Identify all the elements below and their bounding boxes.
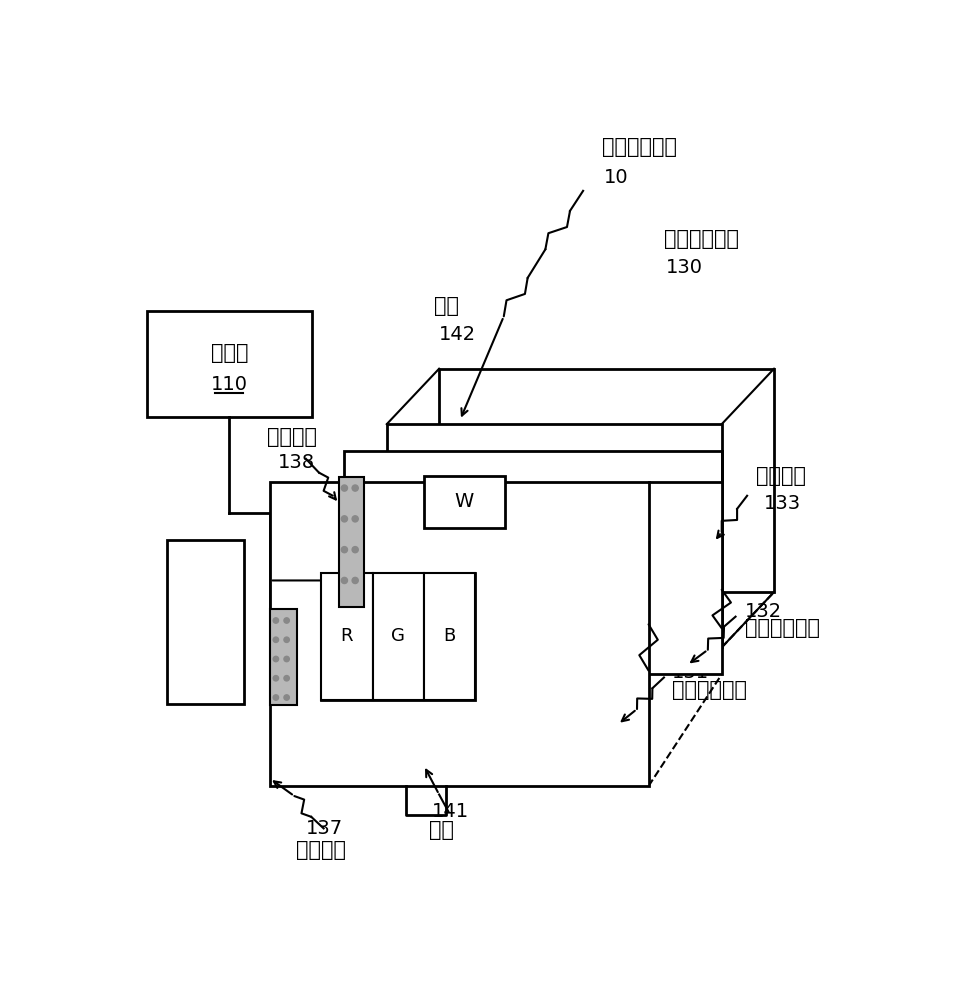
Circle shape: [284, 656, 289, 662]
Circle shape: [341, 516, 348, 522]
Circle shape: [352, 485, 359, 491]
Bar: [321, 573, 372, 700]
Text: 彩色液晶面板: 彩色液晶面板: [671, 680, 747, 700]
Text: 驱动电路: 驱动电路: [296, 840, 346, 860]
Circle shape: [352, 547, 359, 553]
Bar: [168, 540, 244, 704]
Text: G: G: [391, 627, 406, 645]
Bar: [147, 311, 312, 417]
Text: R: R: [341, 627, 353, 645]
Text: 133: 133: [764, 494, 802, 513]
Circle shape: [284, 695, 289, 700]
Bar: [423, 476, 505, 528]
Text: 10: 10: [604, 168, 628, 187]
Text: 141: 141: [431, 802, 468, 821]
Bar: [344, 451, 721, 674]
Text: 像素: 像素: [429, 820, 454, 840]
Text: 液晶显示模块: 液晶显示模块: [664, 229, 739, 249]
Text: 液晶显示装置: 液晶显示装置: [603, 137, 677, 157]
Text: 142: 142: [439, 325, 476, 344]
Text: 驱动电路: 驱动电路: [268, 427, 318, 447]
Bar: [387, 424, 721, 647]
Text: 平面光源: 平面光源: [757, 466, 807, 486]
Bar: [439, 369, 774, 592]
Circle shape: [273, 618, 278, 623]
Bar: [424, 573, 475, 700]
Bar: [339, 477, 364, 607]
Circle shape: [273, 637, 278, 642]
Circle shape: [284, 676, 289, 681]
Circle shape: [284, 618, 289, 623]
Text: 控制器: 控制器: [211, 343, 248, 363]
Text: 像素: 像素: [434, 296, 460, 316]
Circle shape: [352, 577, 359, 584]
Circle shape: [284, 637, 289, 642]
Bar: [321, 573, 475, 700]
Text: 单色液晶面板: 单色液晶面板: [745, 618, 820, 638]
Circle shape: [273, 656, 278, 662]
Text: 137: 137: [306, 819, 343, 838]
Circle shape: [352, 516, 359, 522]
Circle shape: [341, 547, 348, 553]
Text: 131: 131: [671, 663, 709, 682]
Text: 132: 132: [745, 602, 782, 621]
Bar: [270, 609, 297, 705]
Bar: [270, 482, 649, 786]
Text: 110: 110: [211, 375, 248, 394]
Circle shape: [273, 676, 278, 681]
Bar: [372, 573, 424, 700]
Circle shape: [341, 577, 348, 584]
Text: B: B: [444, 627, 456, 645]
Text: 138: 138: [277, 453, 315, 472]
Text: W: W: [455, 492, 473, 511]
Circle shape: [341, 485, 348, 491]
Circle shape: [273, 695, 278, 700]
Text: 130: 130: [666, 258, 704, 277]
